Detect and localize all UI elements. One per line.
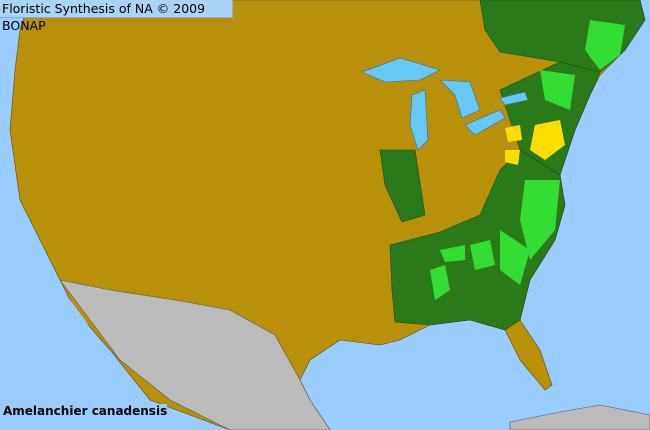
county-rare-patches xyxy=(505,120,565,165)
species-label: Amelanchier canadensis xyxy=(3,404,168,418)
cuba xyxy=(509,404,650,430)
mexico xyxy=(59,279,331,430)
illinois-present xyxy=(379,149,426,223)
map-title: Floristic Synthesis of NA © 2009 BONAP xyxy=(0,0,233,33)
gulf-of-california xyxy=(70,300,125,395)
county-present-patches xyxy=(430,20,625,300)
great-lakes xyxy=(361,57,529,151)
